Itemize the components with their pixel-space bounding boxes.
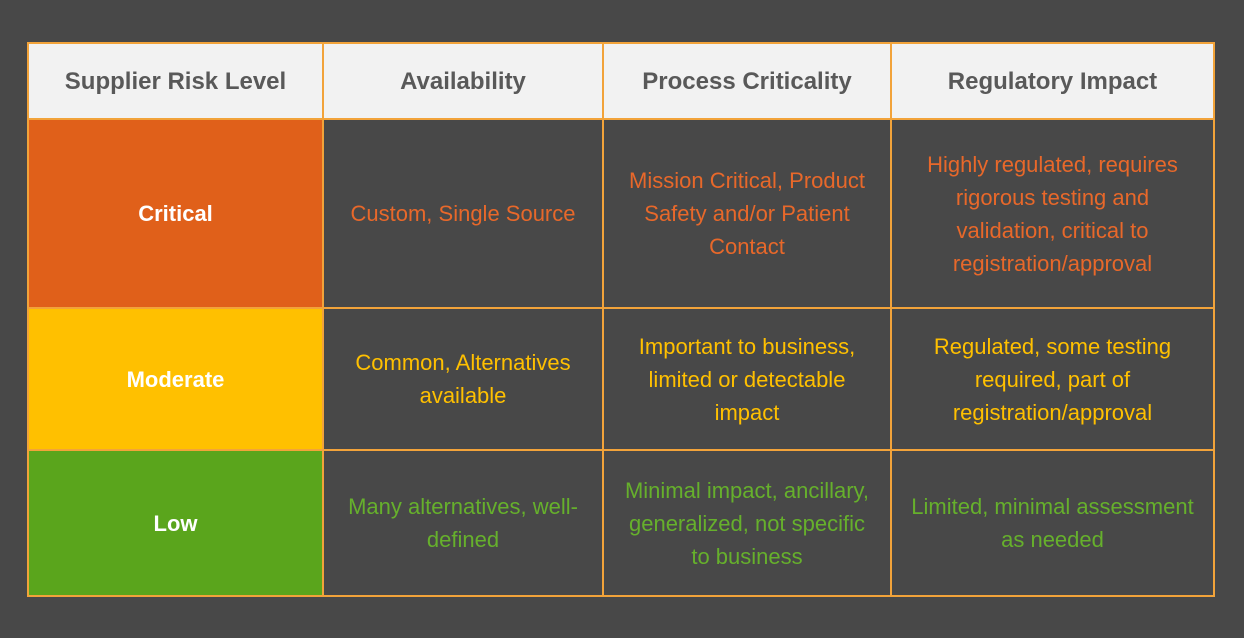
table-cell: Highly regulated, requires rigorous test… <box>890 117 1215 310</box>
header-cell: Availability <box>322 42 604 120</box>
risk-level-cell: Low <box>27 449 324 597</box>
header-row: Supplier Risk Level Availability Process… <box>27 42 1215 120</box>
table-cell: Limited, minimal assessment as needed <box>890 449 1215 597</box>
header-cell: Process Criticality <box>602 42 892 120</box>
table-cell: Common, Alternatives available <box>322 307 604 452</box>
header-cell: Regulatory Impact <box>890 42 1215 120</box>
table-cell: Mission Critical, Product Safety and/or … <box>602 117 892 310</box>
risk-level-cell: Moderate <box>27 307 324 452</box>
table-row: Critical Custom, Single Source Mission Cri… <box>27 117 1215 310</box>
table-row: Moderate Common, Alternatives available Im… <box>27 307 1215 452</box>
risk-table: Supplier Risk Level Availability Process… <box>27 42 1215 597</box>
risk-level-cell: Critical <box>27 117 324 310</box>
table-cell: Regulated, some testing required, part o… <box>890 307 1215 452</box>
table-cell: Minimal impact, ancillary, generalized, … <box>602 449 892 597</box>
table-row: Low Many alternatives, well-defined Minima… <box>27 449 1215 597</box>
table-cell: Important to business, limited or detect… <box>602 307 892 452</box>
table-cell: Custom, Single Source <box>322 117 604 310</box>
table-body: Critical Custom, Single Source Mission Cri… <box>27 117 1215 597</box>
header-cell: Supplier Risk Level <box>27 42 324 120</box>
table-cell: Many alternatives, well-defined <box>322 449 604 597</box>
